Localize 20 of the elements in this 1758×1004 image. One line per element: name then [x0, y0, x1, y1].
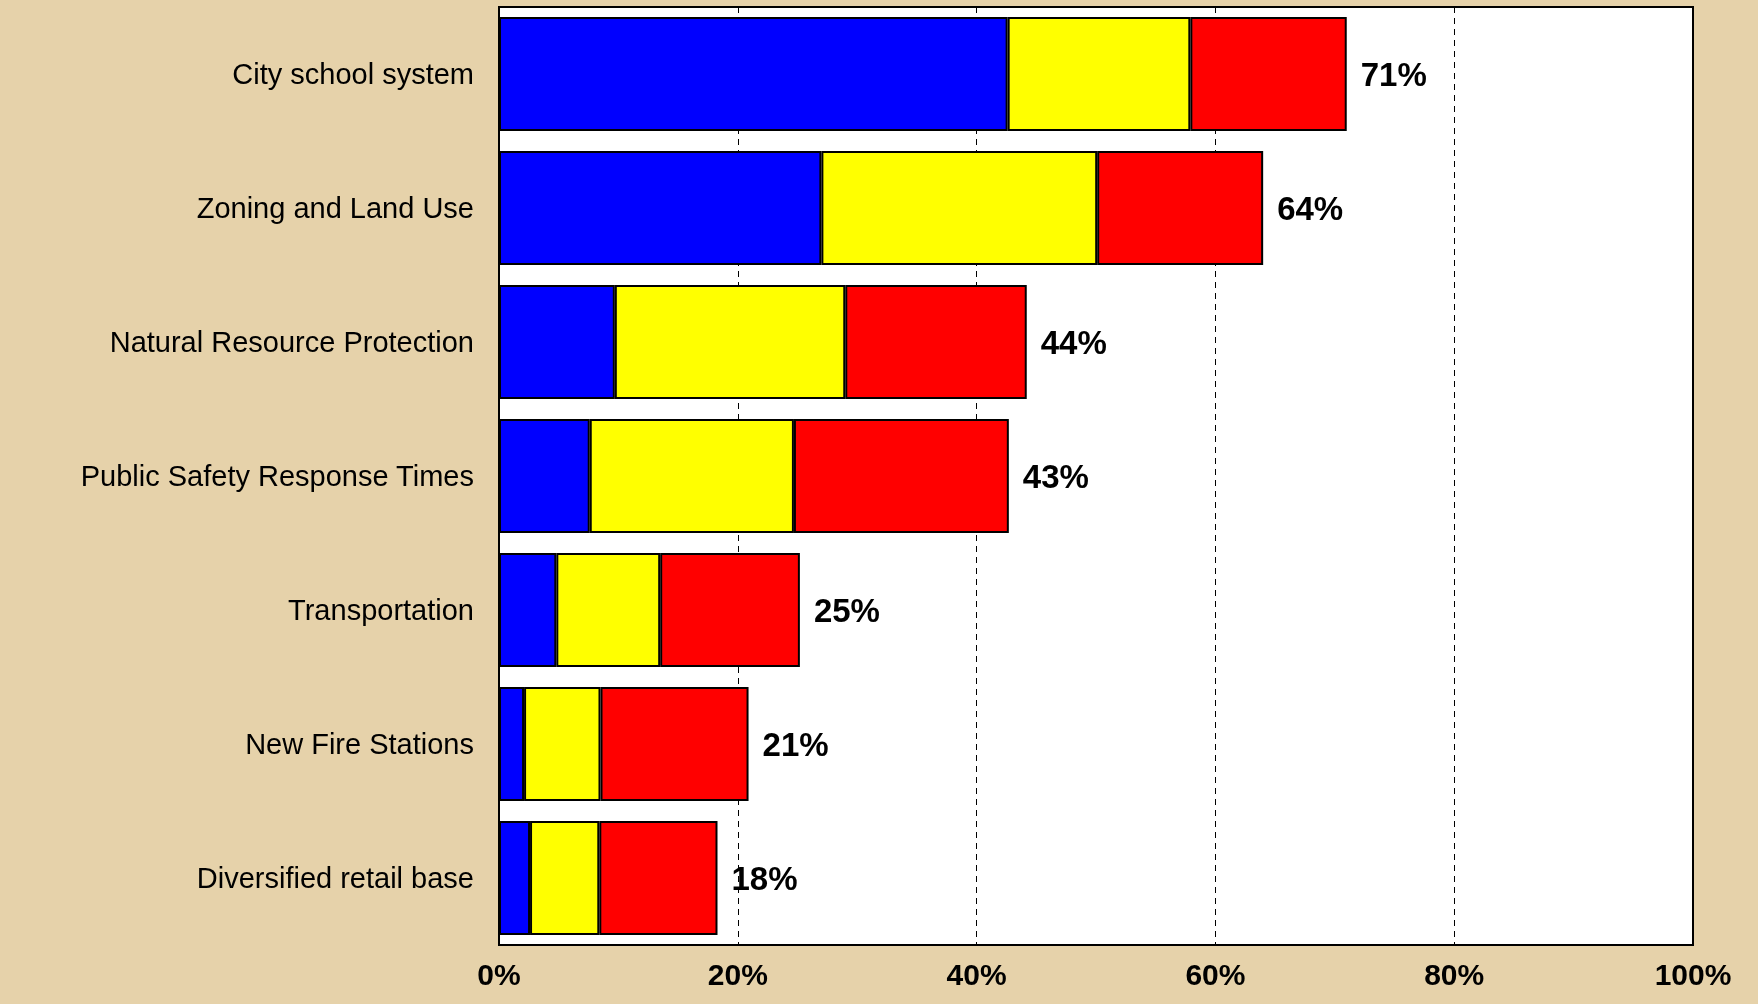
y-tick-label: Transportation: [288, 594, 474, 626]
y-tick-label: Diversified retail base: [196, 862, 474, 894]
total-label: 64%: [1277, 189, 1344, 227]
total-label: 25%: [813, 591, 880, 629]
x-tick-label: 80%: [1424, 957, 1485, 991]
total-label: 18%: [731, 859, 798, 897]
x-tick-label: 20%: [707, 957, 768, 991]
total-label: 44%: [1040, 323, 1107, 361]
y-tick-label: City school system: [232, 58, 474, 90]
y-tick-label: Zoning and Land Use: [196, 192, 474, 224]
x-tick-label: 60%: [1185, 957, 1246, 991]
x-tick-label: 0%: [477, 957, 521, 991]
y-tick-label: New Fire Stations: [245, 728, 474, 760]
y-tick-label: Public Safety Response Times: [80, 460, 474, 492]
x-tick-label: 100%: [1654, 957, 1732, 991]
x-tick-label: 40%: [946, 957, 1007, 991]
total-label: 43%: [1022, 457, 1089, 495]
y-tick-label: Natural Resource Protection: [109, 326, 474, 358]
total-label: 21%: [762, 725, 829, 763]
total-label: 71%: [1360, 55, 1427, 93]
